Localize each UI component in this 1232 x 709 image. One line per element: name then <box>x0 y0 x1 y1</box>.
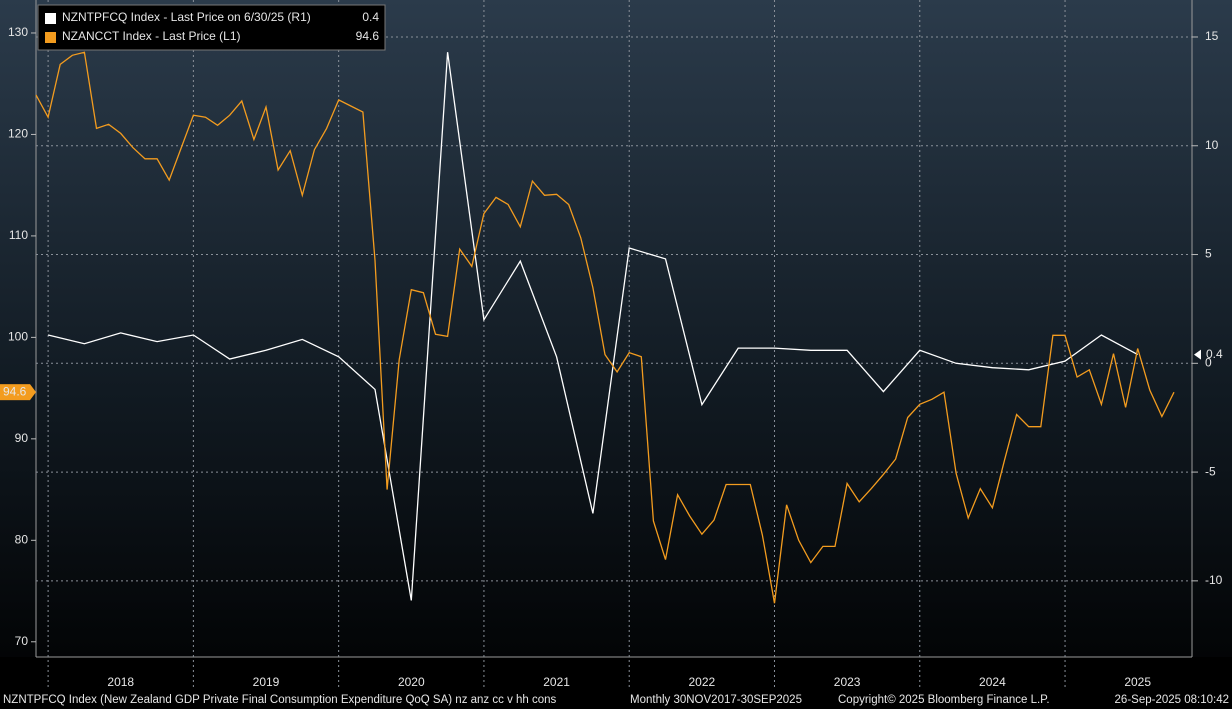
x-tick-label: 2019 <box>253 675 280 689</box>
legend-label: NZNTPFCQ Index - Last Price on 6/30/25 (… <box>62 10 311 24</box>
last-price-tag <box>0 384 30 401</box>
legend-value: 94.6 <box>356 29 380 43</box>
x-tick-label: 2022 <box>688 675 715 689</box>
last-price-marker <box>30 384 36 401</box>
y-tick-label: 110 <box>9 228 28 242</box>
series-line <box>47 52 1139 601</box>
y-tick-label: 70 <box>15 634 29 648</box>
footer-description: NZNTPFCQ Index (New Zealand GDP Private … <box>3 694 557 706</box>
footer-timestamp: 26-Sep-2025 08:10:42 <box>1115 694 1229 706</box>
footer-copyright: Copyright© 2025 Bloomberg Finance L.P. <box>838 694 1050 706</box>
last-price-marker <box>1194 349 1201 360</box>
y2-tick-label: -10 <box>1205 573 1223 587</box>
y-tick-label: 130 <box>8 25 28 39</box>
legend-box <box>37 4 386 51</box>
axis-band <box>0 657 1232 709</box>
y-tick-label: 80 <box>15 532 29 546</box>
footer-frequency: Monthly 30NOV2017-30SEP2025 <box>630 694 802 706</box>
plot <box>35 51 1175 604</box>
series-line <box>35 51 1175 604</box>
y2-tick-label: -5 <box>1205 464 1216 478</box>
y-tick-label: 120 <box>8 127 28 141</box>
y2-tick-label: 5 <box>1205 247 1212 261</box>
legend-swatch <box>45 32 56 43</box>
last-price-label: 94.6 <box>3 384 27 398</box>
x-tick-label: 2025 <box>1124 675 1151 689</box>
last-price-label: 0.4 <box>1206 347 1223 361</box>
y2-tick-label: 15 <box>1205 29 1219 43</box>
legend-swatch <box>45 13 56 24</box>
legend-value: 0.4 <box>362 10 379 24</box>
legend: NZNTPFCQ Index - Last Price on 6/30/25 (… <box>37 4 386 51</box>
x-tick-label: 2021 <box>543 675 570 689</box>
x-tick-label: 2024 <box>979 675 1006 689</box>
y-tick-label: 100 <box>8 330 28 344</box>
legend-label: NZANCCT Index - Last Price (L1) <box>62 29 241 43</box>
y-tick-label: 90 <box>15 431 29 445</box>
x-tick-label: 2018 <box>107 675 134 689</box>
x-tick-label: 2023 <box>834 675 861 689</box>
y2-tick-label: 0 <box>1205 355 1212 369</box>
y2-tick-label: 10 <box>1205 138 1219 152</box>
x-tick-label: 2020 <box>398 675 425 689</box>
